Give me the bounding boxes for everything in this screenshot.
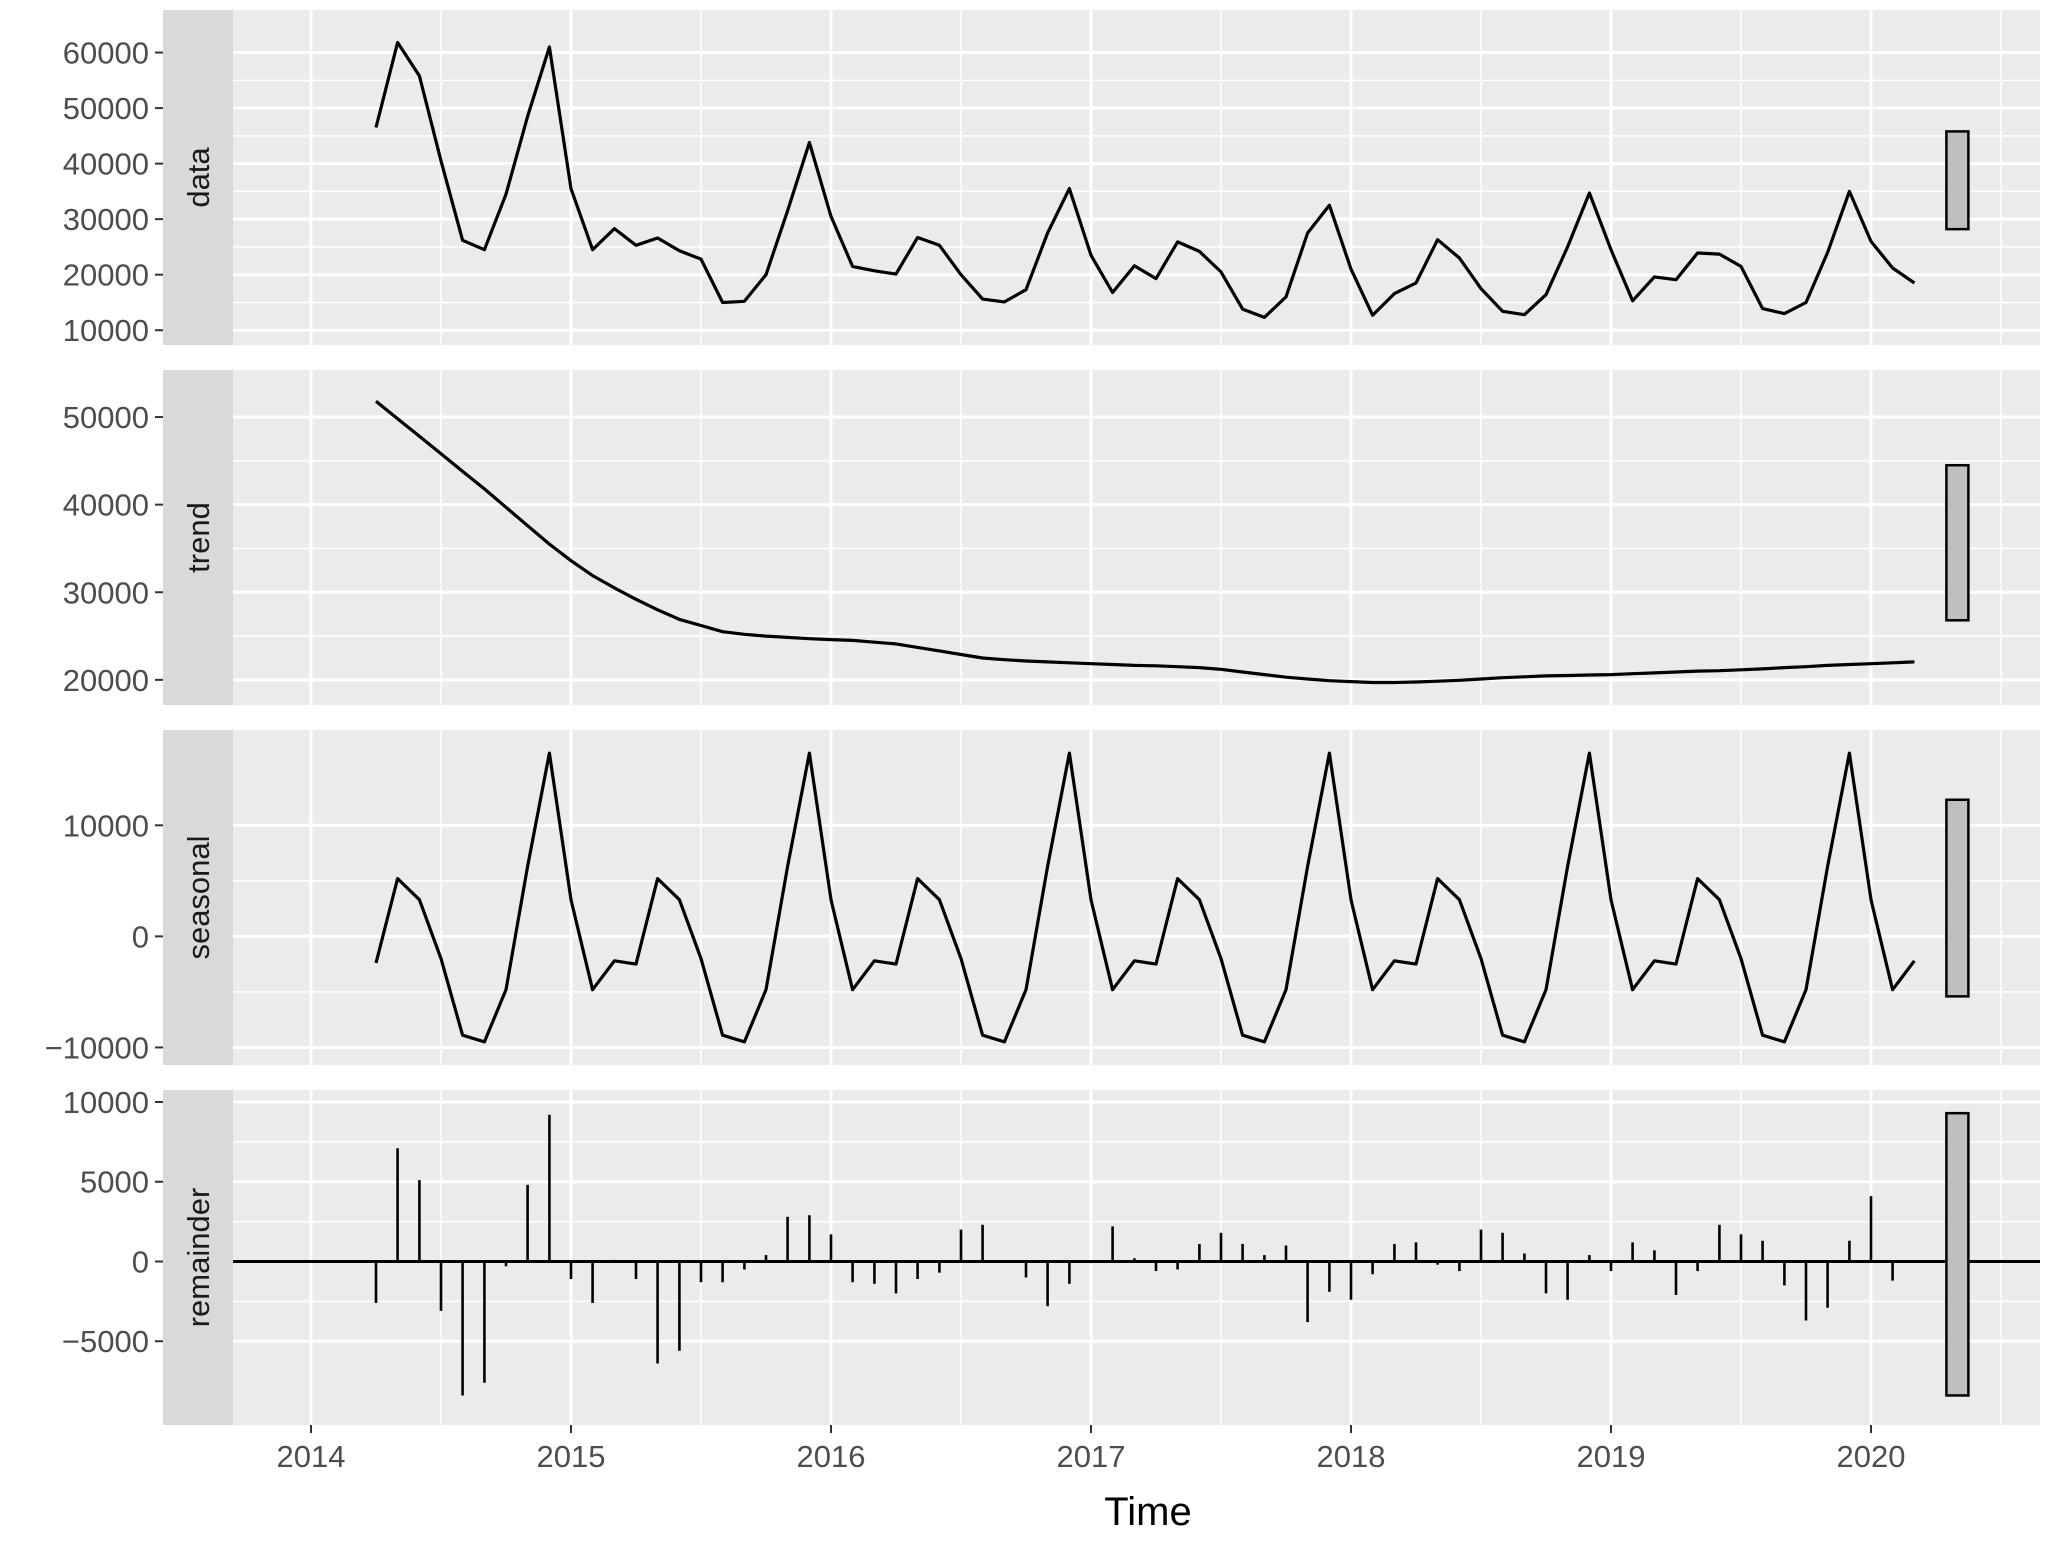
range-bar	[1945, 1111, 1970, 1397]
y-tick-label: 20000	[63, 663, 149, 698]
panel-strip	[163, 1090, 233, 1425]
x-tick-label: 2015	[537, 1439, 606, 1474]
panel-background	[233, 730, 2040, 1065]
x-axis: 2014 2015 2016 2017 2018 2019 2020	[277, 1425, 1906, 1474]
x-tick-label: 2020	[1837, 1439, 1906, 1474]
x-tick-label: 2014	[277, 1439, 346, 1474]
series-line-data	[374, 40, 1916, 319]
y-tick-label: 40000	[63, 488, 149, 523]
y-tick-label: 30000	[63, 575, 149, 610]
panel-seasonal: seasonal −10000 0 10000	[45, 730, 2040, 1065]
y-tick-label: 10000	[63, 808, 149, 843]
panel-strip	[163, 370, 233, 705]
x-tick-label: 2016	[797, 1439, 866, 1474]
y-tick-label: 60000	[63, 36, 149, 71]
y-tick-label: −10000	[45, 1030, 149, 1065]
panel-trend: trend 20000 30000 40000 50000	[63, 370, 2040, 705]
x-tick-label: 2018	[1317, 1439, 1386, 1474]
panel-strip-label: remainder	[181, 1188, 216, 1328]
series-line-seasonal	[374, 751, 1916, 1044]
y-tick-label: 50000	[63, 91, 149, 126]
y-tick-label: 0	[132, 1244, 149, 1279]
range-bar	[1945, 130, 1970, 231]
y-tick-label: 10000	[63, 313, 149, 348]
y-tick-label: 5000	[80, 1165, 149, 1200]
y-tick-label: 10000	[63, 1085, 149, 1120]
panel-strip-label: data	[181, 147, 216, 208]
y-tick-label: −5000	[62, 1324, 149, 1359]
panel-remainder: remainder −5000 0 5000 10000	[62, 1085, 2040, 1425]
x-axis-title: Time	[1104, 1490, 1191, 1534]
y-tick-label: 0	[132, 919, 149, 954]
panel-strip	[163, 10, 233, 345]
panels-layer: data100002000030000400005000060000trend2…	[45, 10, 2040, 1425]
panel-strip-label: seasonal	[181, 835, 216, 959]
y-tick-label: 30000	[63, 202, 149, 237]
panel-background	[233, 370, 2040, 705]
panel-data: data 10000 20000 30000 40000 50000 60000	[63, 10, 2040, 348]
x-tick-label: 2019	[1577, 1439, 1646, 1474]
range-bar	[1945, 463, 1970, 622]
x-tick-label: 2017	[1057, 1439, 1126, 1474]
panel-background	[233, 1090, 2040, 1425]
panel-strip-label: trend	[181, 502, 216, 573]
series-line-trend	[374, 400, 1915, 685]
panel-strip	[163, 730, 233, 1065]
y-tick-label: 20000	[63, 258, 149, 293]
range-bar	[1945, 798, 1970, 998]
panel-background	[233, 10, 2040, 345]
y-tick-label: 40000	[63, 147, 149, 182]
y-tick-label: 50000	[63, 400, 149, 435]
